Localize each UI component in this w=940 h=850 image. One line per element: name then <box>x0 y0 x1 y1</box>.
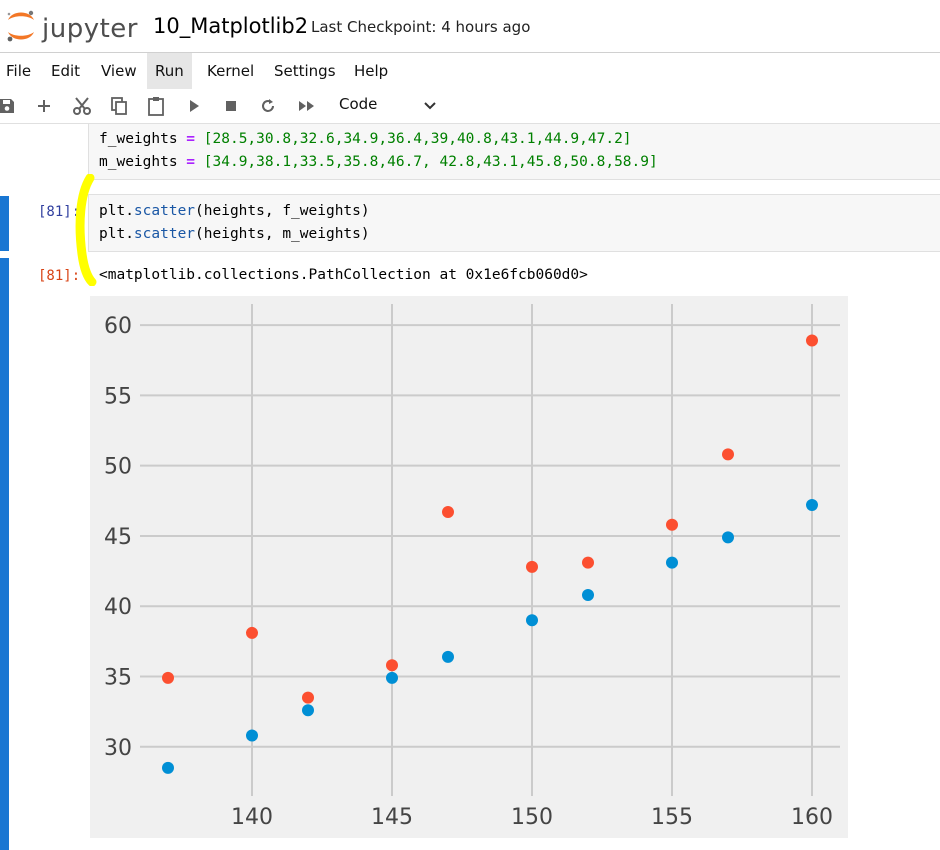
scatter-point-series-1 <box>302 691 314 704</box>
y-tick-label: 60 <box>104 314 132 339</box>
save-button[interactable] <box>0 93 20 119</box>
menu-kernel[interactable]: Kernel <box>207 62 255 80</box>
scatter-point-series-1 <box>442 506 454 519</box>
y-tick-label: 50 <box>104 455 132 480</box>
run-all-button[interactable] <box>294 93 320 119</box>
active-cell-indicator[interactable] <box>0 196 9 251</box>
y-tick-label: 35 <box>104 666 132 691</box>
code-cell-input[interactable]: plt.scatter(heights, f_weights) plt.scat… <box>88 194 940 252</box>
y-tick-label: 30 <box>104 736 132 761</box>
menu-run[interactable]: Run <box>147 53 192 89</box>
notebook-title[interactable]: 10_Matplotlib2 <box>153 14 309 38</box>
y-tick-label: 45 <box>104 525 132 550</box>
scatter-point-series-1 <box>526 560 538 573</box>
last-checkpoint: Last Checkpoint: 4 hours ago <box>311 18 531 36</box>
add-icon <box>38 100 50 112</box>
header: jupyter 10_Matplotlib2 Last Checkpoint: … <box>0 0 940 52</box>
menu-settings[interactable]: Settings <box>274 62 336 80</box>
stop-button[interactable] <box>218 93 244 119</box>
restart-icon <box>262 99 274 112</box>
scatter-point-series-1 <box>246 626 258 639</box>
jupyter-logo[interactable]: jupyter <box>4 8 144 44</box>
menu-help[interactable]: Help <box>354 62 389 80</box>
x-tick-label: 160 <box>791 805 833 830</box>
scatter-point-series-0 <box>162 761 174 774</box>
code-line: m_weights = [34.9,38.1,33.5,35.8,46.7, 4… <box>99 154 658 170</box>
scatter-point-series-0 <box>386 671 398 684</box>
cell-type-select[interactable]: Code <box>339 95 378 113</box>
scatter-point-series-0 <box>806 499 818 512</box>
stop-icon <box>226 101 236 111</box>
code-line: plt.scatter(heights, m_weights) <box>99 226 370 242</box>
scatter-point-series-1 <box>162 671 174 684</box>
y-tick-label: 55 <box>104 384 132 409</box>
toolbar: Code <box>0 89 940 124</box>
cut-icon <box>73 97 91 115</box>
scatter-point-series-0 <box>666 556 678 569</box>
restart-button[interactable] <box>255 93 281 119</box>
menubar: File Edit View Run Kernel Settings Help <box>0 52 940 90</box>
output-collapse-bar[interactable] <box>0 258 9 850</box>
menu-view[interactable]: View <box>101 62 137 80</box>
scatter-point-series-0 <box>526 614 538 627</box>
x-tick-label: 140 <box>231 805 273 830</box>
scatter-point-series-1 <box>582 556 594 569</box>
x-tick-label: 145 <box>371 805 413 830</box>
scatter-point-series-1 <box>666 518 678 531</box>
x-tick-label: 150 <box>511 805 553 830</box>
run-button[interactable] <box>181 93 207 119</box>
code-line: plt.scatter(heights, f_weights) <box>99 203 370 219</box>
scatter-point-series-1 <box>386 659 398 672</box>
y-tick-label: 40 <box>104 595 132 620</box>
scatter-point-series-0 <box>246 729 258 742</box>
paste-icon <box>148 97 164 116</box>
output-text: <matplotlib.collections.PathCollection a… <box>99 267 588 283</box>
menu-file[interactable]: File <box>6 62 32 80</box>
highlighter-annotation <box>75 174 97 286</box>
fast-forward-icon <box>299 101 314 111</box>
add-cell-button[interactable] <box>31 93 57 119</box>
cut-button[interactable] <box>69 93 95 119</box>
run-icon <box>190 100 199 112</box>
logo-text: jupyter <box>42 14 138 44</box>
chevron-down-icon[interactable] <box>422 97 438 113</box>
output-prompt: [81]: <box>38 268 81 284</box>
scatter-point-series-0 <box>582 588 594 601</box>
input-prompt: [81]: <box>38 204 81 220</box>
previous-code-cell[interactable]: f_weights = [28.5,30.8,32.6,34.9,36.4,39… <box>88 124 940 180</box>
copy-button[interactable] <box>106 93 132 119</box>
scatter-point-series-0 <box>302 704 314 717</box>
chart-background <box>90 296 848 838</box>
paste-button[interactable] <box>143 93 169 119</box>
scatter-point-series-0 <box>722 531 734 544</box>
notebook-cells[interactable]: f_weights = [28.5,30.8,32.6,34.9,36.4,39… <box>0 124 940 850</box>
scatter-point-series-1 <box>722 448 734 461</box>
menu-edit[interactable]: Edit <box>51 62 81 80</box>
jupyter-logo-icon <box>7 10 34 42</box>
code-line: f_weights = [28.5,30.8,32.6,34.9,36.4,39… <box>99 131 632 147</box>
save-icon <box>0 99 14 113</box>
scatter-chart: 140 145 150 155 160 30 35 40 45 50 55 60 <box>90 296 848 838</box>
x-tick-label: 155 <box>651 805 693 830</box>
scatter-point-series-1 <box>806 334 818 347</box>
copy-icon <box>111 97 127 115</box>
scatter-point-series-0 <box>442 650 454 663</box>
